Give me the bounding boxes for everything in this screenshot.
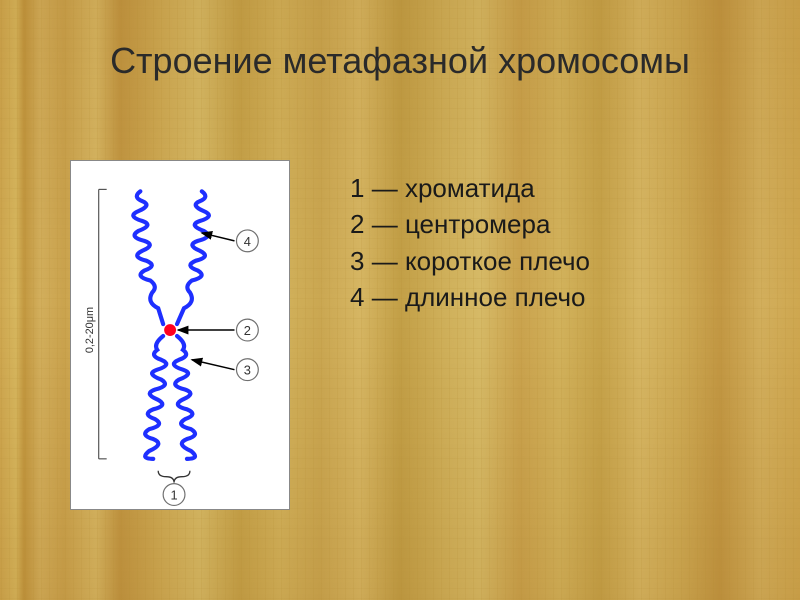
bottom-bracket: 1 <box>158 471 190 506</box>
legend-num-3: 3 <box>350 246 364 276</box>
callout-4: 4 <box>202 230 258 252</box>
legend-dash: — <box>372 246 398 276</box>
legend-item-4: 4 — длинное плечо <box>350 279 590 315</box>
legend-num-2: 2 <box>350 209 364 239</box>
legend-num-4: 4 <box>350 282 364 312</box>
legend-text-2: центромера <box>405 209 551 239</box>
legend-item-2: 2 — центромера <box>350 206 590 242</box>
callout-2-number: 2 <box>244 323 251 338</box>
size-bracket: 0,2-20μm <box>84 189 107 459</box>
callout-2: 2 <box>178 319 258 341</box>
legend: 1 — хроматида 2 — центромера 3 — коротко… <box>350 170 590 316</box>
legend-dash: — <box>372 209 398 239</box>
legend-text-4: длинное плечо <box>405 282 586 312</box>
chromosome-diagram: 0,2-20μm 4 <box>70 160 290 510</box>
legend-text-3: короткое плечо <box>405 246 590 276</box>
callout-3-number: 3 <box>244 363 251 378</box>
size-bracket-label: 0,2-20μm <box>84 307 96 353</box>
callout-4-number: 4 <box>244 234 251 249</box>
legend-item-1: 1 — хроматида <box>350 170 590 206</box>
chromosome-svg: 0,2-20μm 4 <box>71 161 289 509</box>
slide-title: Строение метафазной хромосомы <box>0 40 800 82</box>
legend-dash: — <box>372 282 398 312</box>
centromere-dot <box>164 324 176 336</box>
legend-item-3: 3 — короткое плечо <box>350 243 590 279</box>
callout-1-number: 1 <box>170 487 177 502</box>
legend-num-1: 1 <box>350 173 364 203</box>
callout-3: 3 <box>192 359 258 381</box>
legend-text-1: хроматида <box>405 173 535 203</box>
legend-dash: — <box>372 173 398 203</box>
